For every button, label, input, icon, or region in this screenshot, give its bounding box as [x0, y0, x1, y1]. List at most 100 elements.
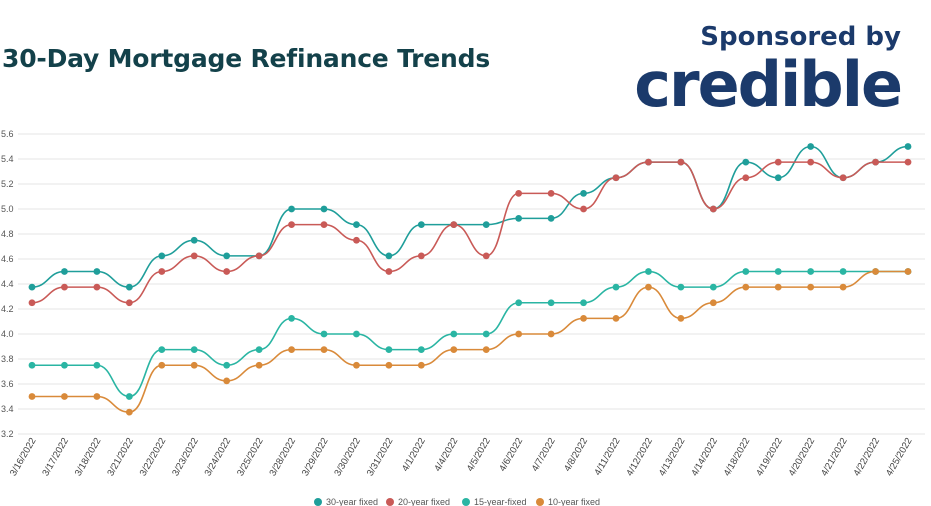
data-point [580, 314, 587, 322]
data-point [125, 299, 133, 307]
data-point [93, 393, 101, 400]
legend-item[interactable]: 15-year-fixed [462, 497, 527, 506]
legend-label: 30-year fixed [326, 497, 378, 506]
data-point [807, 158, 815, 166]
data-point [190, 236, 198, 244]
data-point [125, 393, 133, 400]
data-point [580, 205, 587, 213]
data-point [353, 236, 360, 244]
data-point [839, 268, 847, 275]
y-tick-label: 3.4 [1, 404, 14, 414]
data-point [742, 158, 750, 166]
chart-title: 30-Day Mortgage Refinance Trends [2, 44, 491, 73]
series-lines [28, 143, 912, 416]
x-tick-label: 4/19/2022 [754, 436, 785, 478]
x-tick-label: 4/13/2022 [657, 436, 688, 478]
data-point [547, 189, 555, 197]
data-point [417, 346, 425, 354]
data-point [580, 189, 587, 197]
data-point [158, 252, 166, 260]
data-point [450, 221, 458, 229]
data-point [385, 252, 393, 260]
data-point [93, 268, 101, 275]
legend-item[interactable]: 10-year fixed [536, 497, 600, 506]
legend-item[interactable]: 20-year fixed [386, 497, 450, 506]
data-point [385, 268, 393, 275]
x-tick-label: 4/12/2022 [624, 436, 655, 478]
y-tick-label: 4.4 [1, 279, 14, 289]
data-point [450, 346, 458, 354]
data-point [612, 283, 620, 291]
x-tick-label: 4/25/2022 [884, 436, 915, 478]
series-line [31, 270, 908, 398]
y-tick-label: 5.0 [1, 204, 14, 214]
series-10-year-fixed [28, 268, 912, 416]
data-point [28, 361, 36, 369]
data-point [742, 283, 750, 291]
data-point [645, 268, 652, 275]
x-tick-label: 4/7/2022 [530, 436, 558, 474]
data-point [774, 174, 782, 182]
data-point [61, 393, 68, 400]
x-tick-label: 3/22/2022 [138, 436, 169, 478]
x-tick-label: 3/18/2022 [73, 436, 104, 478]
legend-item[interactable]: 30-year fixed [314, 497, 378, 506]
data-point [320, 346, 328, 354]
x-tick-label: 3/31/2022 [365, 436, 396, 478]
data-point [320, 221, 328, 229]
data-point [190, 346, 198, 354]
y-tick-label: 4.2 [1, 304, 14, 314]
y-tick-label: 4.0 [1, 329, 14, 339]
data-point [774, 268, 782, 275]
data-point [839, 174, 847, 182]
data-point [547, 299, 555, 307]
data-point [839, 283, 847, 291]
data-point [223, 252, 231, 260]
data-point [190, 361, 198, 369]
x-tick-label: 4/21/2022 [819, 436, 850, 478]
x-tick-label: 4/22/2022 [851, 436, 882, 478]
data-point [450, 330, 458, 338]
data-point [385, 346, 393, 354]
y-tick-label: 5.6 [1, 129, 14, 139]
data-point [28, 299, 36, 307]
y-tick-label: 4.8 [1, 229, 14, 239]
x-tick-label: 3/23/2022 [170, 436, 201, 478]
data-point [28, 283, 36, 291]
legend[interactable]: 30-year fixed 20-year fixed 15-year-fixed 1… [314, 497, 600, 506]
data-point [353, 361, 360, 369]
y-tick-label: 3.2 [1, 429, 14, 439]
data-point [223, 361, 231, 369]
x-tick-label: 3/29/2022 [300, 436, 331, 478]
series-line [32, 270, 908, 413]
data-point [61, 268, 68, 275]
data-point [417, 221, 425, 229]
data-point [547, 214, 555, 222]
series-line [31, 145, 909, 288]
data-point [93, 361, 101, 369]
data-point [904, 158, 912, 166]
sponsor-label: Sponsored by [700, 22, 901, 52]
data-point [353, 330, 360, 338]
data-point [482, 221, 490, 229]
data-point [417, 252, 425, 260]
data-point [612, 174, 620, 182]
x-tick-label: 3/28/2022 [267, 436, 298, 478]
data-point [742, 174, 750, 182]
x-tick-label: 3/21/2022 [105, 436, 136, 478]
x-tick-label: 4/11/2022 [592, 436, 622, 477]
data-point [515, 189, 523, 197]
data-point [223, 268, 231, 275]
data-point [612, 314, 620, 322]
x-tick-label: 3/16/2022 [8, 436, 39, 478]
data-point [742, 268, 750, 275]
data-point [709, 299, 717, 307]
x-tick-label: 4/8/2022 [562, 436, 590, 474]
data-point [125, 283, 133, 291]
data-point [255, 252, 263, 260]
x-tick-label: 3/24/2022 [203, 436, 234, 478]
data-point [255, 346, 263, 354]
data-point [320, 330, 328, 338]
data-point [353, 221, 360, 229]
